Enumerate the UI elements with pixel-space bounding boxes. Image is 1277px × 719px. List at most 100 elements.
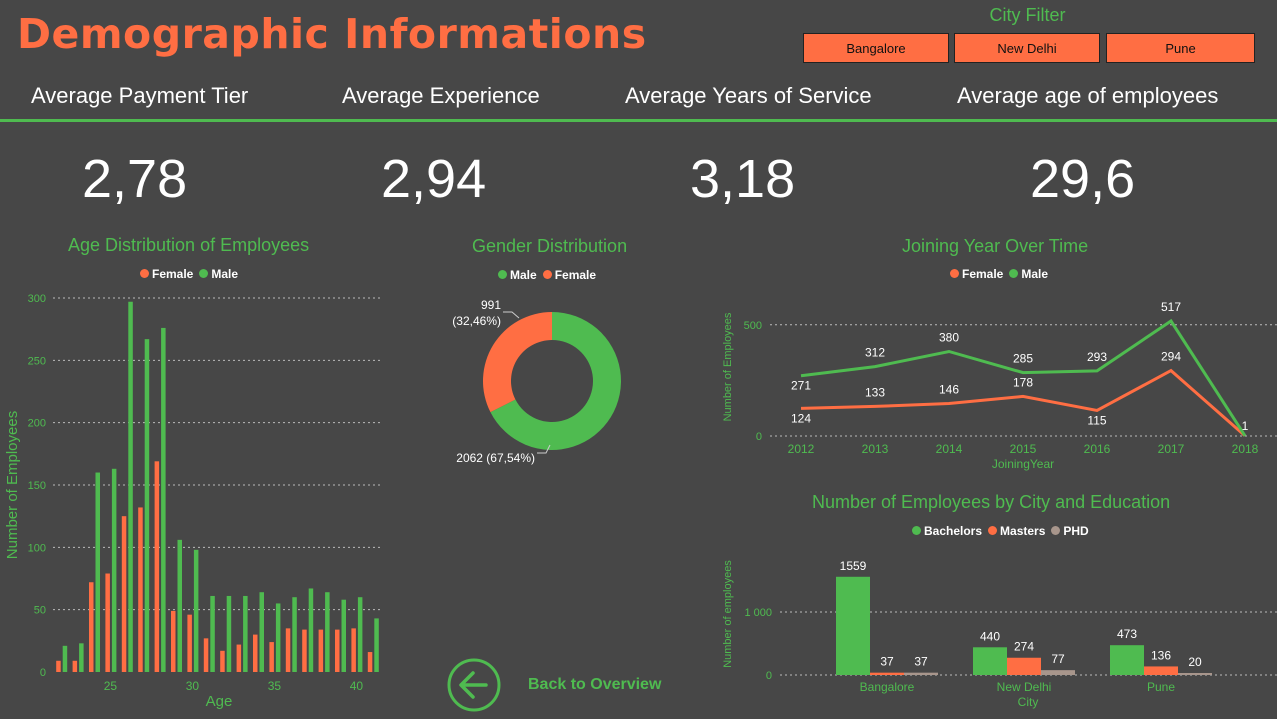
bar-female-age-36 (285, 628, 291, 672)
kpi-label-payment-tier: Average Payment Tier (31, 83, 249, 108)
data-label-masters: 136 (1151, 648, 1171, 662)
kpi-value-experience: 2,94 (381, 149, 487, 209)
legend-male: Male (498, 268, 537, 282)
back-to-overview-label[interactable]: Back to Overview (528, 676, 662, 693)
legend-masters: Masters (988, 524, 1045, 538)
bar-female-age-29 (171, 610, 176, 672)
legend-male-dot (1009, 269, 1019, 279)
bar-male-age-40 (357, 597, 363, 672)
bar-male-age-34 (259, 592, 264, 672)
y-tick-label: 50 (34, 605, 46, 617)
donut-label-female-percent: (32,46%) (452, 314, 501, 328)
gender-chart-title: Gender Distribution (472, 236, 628, 256)
bar-male-age-31 (210, 595, 215, 672)
x-tick-label: 2015 (1010, 442, 1037, 456)
y-tick-label: 100 (28, 542, 46, 554)
bar-masters-new-delhi (1007, 657, 1041, 675)
bar-female-age-31 (203, 638, 209, 672)
bar-female-age-34 (253, 634, 258, 672)
education-chart-title: Number of Employees by City and Educatio… (812, 492, 1171, 512)
data-label-female-2013: 133 (865, 385, 885, 399)
legend-phd-dot (1051, 526, 1061, 536)
y-tick-label: 500 (744, 320, 762, 332)
x-tick-label: 2016 (1084, 442, 1111, 456)
legend-male-label: Male (211, 267, 239, 281)
data-label-female-2012: 124 (791, 411, 811, 425)
age-chart-title: Age Distribution of Employees (68, 235, 310, 255)
kpi-label-years-of-service: Average Years of Service (625, 83, 872, 108)
legend-female-label: Female (554, 268, 597, 282)
x-tick-label: Bangalore (860, 680, 915, 694)
city-filter-title: City Filter (989, 5, 1066, 25)
donut-label-male: 2062 (67,54%) (456, 451, 535, 465)
data-label-male-2014: 380 (939, 330, 959, 344)
data-label-bachelors: 440 (980, 629, 1000, 643)
arrow-left-circle-icon[interactable] (446, 657, 502, 713)
legend-phd: PHD (1051, 524, 1089, 538)
city-education-chart: 0 1 000 1559 37 37 Bangalore 440 274 77 New Delhi… (722, 559, 1277, 709)
data-label-male-2013: 312 (865, 346, 885, 360)
age-chart-legend: Female Male (140, 267, 238, 281)
legend-female-label: Female (962, 267, 1004, 281)
line-female (800, 368, 1246, 437)
bar-phd-new-delhi (1041, 670, 1075, 675)
bar-male-age-30 (193, 549, 199, 672)
bar-male-age-33 (243, 595, 248, 672)
bar-female-age-26 (121, 516, 127, 672)
data-label-masters: 274 (1014, 640, 1034, 654)
bar-female-age-27 (138, 507, 143, 672)
legend-male: Male (199, 267, 238, 281)
donut-label-female-count: 991 (481, 298, 501, 312)
bar-female-age-23 (72, 660, 78, 672)
bar-male-age-41 (374, 618, 379, 672)
legend-masters-label: Masters (1000, 524, 1046, 538)
bar-bachelors-new-delhi (973, 647, 1007, 675)
bar-female-age-37 (302, 629, 307, 672)
bar-female-age-30 (187, 614, 192, 672)
bar-male-age-37 (308, 588, 314, 672)
bar-male-age-26 (128, 301, 133, 672)
kpi-label-experience: Average Experience (342, 83, 540, 108)
kpi-label-average-age: Average age of employees (957, 83, 1219, 108)
x-axis-label: City (1018, 695, 1039, 709)
y-tick-label: 0 (766, 670, 772, 682)
legend-female: Female (140, 267, 193, 281)
legend-female: Female (950, 267, 1003, 281)
data-label-male-2012: 271 (791, 379, 811, 393)
data-label-male-2017: 517 (1161, 300, 1181, 314)
city-filter-bangalore-button[interactable]: Bangalore (803, 33, 949, 63)
data-label-male-2015: 285 (1013, 352, 1033, 366)
bar-female-age-24 (89, 582, 94, 672)
y-tick-label: 250 (28, 355, 46, 367)
data-label-phd: 20 (1188, 655, 1202, 669)
x-axis-label: JoiningYear (992, 457, 1054, 471)
x-tick-label: 2014 (936, 442, 963, 456)
legend-male-label: Male (510, 268, 537, 282)
x-tick-label: New Delhi (997, 680, 1052, 694)
x-tick-label: Pune (1147, 680, 1175, 694)
legend-female: Female (542, 268, 597, 282)
y-axis-label: Number of Employees (4, 411, 21, 559)
bar-female-age-41 (367, 652, 373, 672)
bar-male-age-29 (177, 539, 182, 672)
y-tick-label: 0 (756, 431, 762, 443)
legend-bachelors-label: Bachelors (924, 524, 983, 538)
bar-masters-bangalore (870, 672, 904, 675)
data-label-female-2017: 294 (1161, 350, 1181, 364)
city-filter-new-delhi-button[interactable]: New Delhi (954, 33, 1100, 63)
x-axis-label: Age (206, 693, 233, 710)
legend-phd-label: PHD (1063, 524, 1089, 538)
y-axis-label: Number of employees (722, 560, 734, 668)
age-distribution-chart: 0 50 100 150 200 250 300 25 30 35 40 Age Number of E… (4, 293, 381, 710)
x-tick-label: 35 (268, 679, 282, 693)
y-tick-label: 150 (28, 480, 46, 492)
city-filter-pune-button[interactable]: Pune (1106, 33, 1255, 63)
gender-chart-legend: Male Female (498, 268, 596, 282)
joining-year-chart: 0 500 271 312 380 285 293 517 124 133 146 178 115 294… (722, 300, 1277, 471)
bar-phd-bangalore (904, 672, 938, 675)
data-label-bachelors: 473 (1117, 627, 1137, 641)
back-to-overview-button[interactable]: Back to Overview (446, 657, 686, 713)
bar-male-age-28 (161, 327, 166, 672)
bar-male-age-23 (79, 643, 84, 672)
bar-male-age-39 (341, 599, 346, 672)
